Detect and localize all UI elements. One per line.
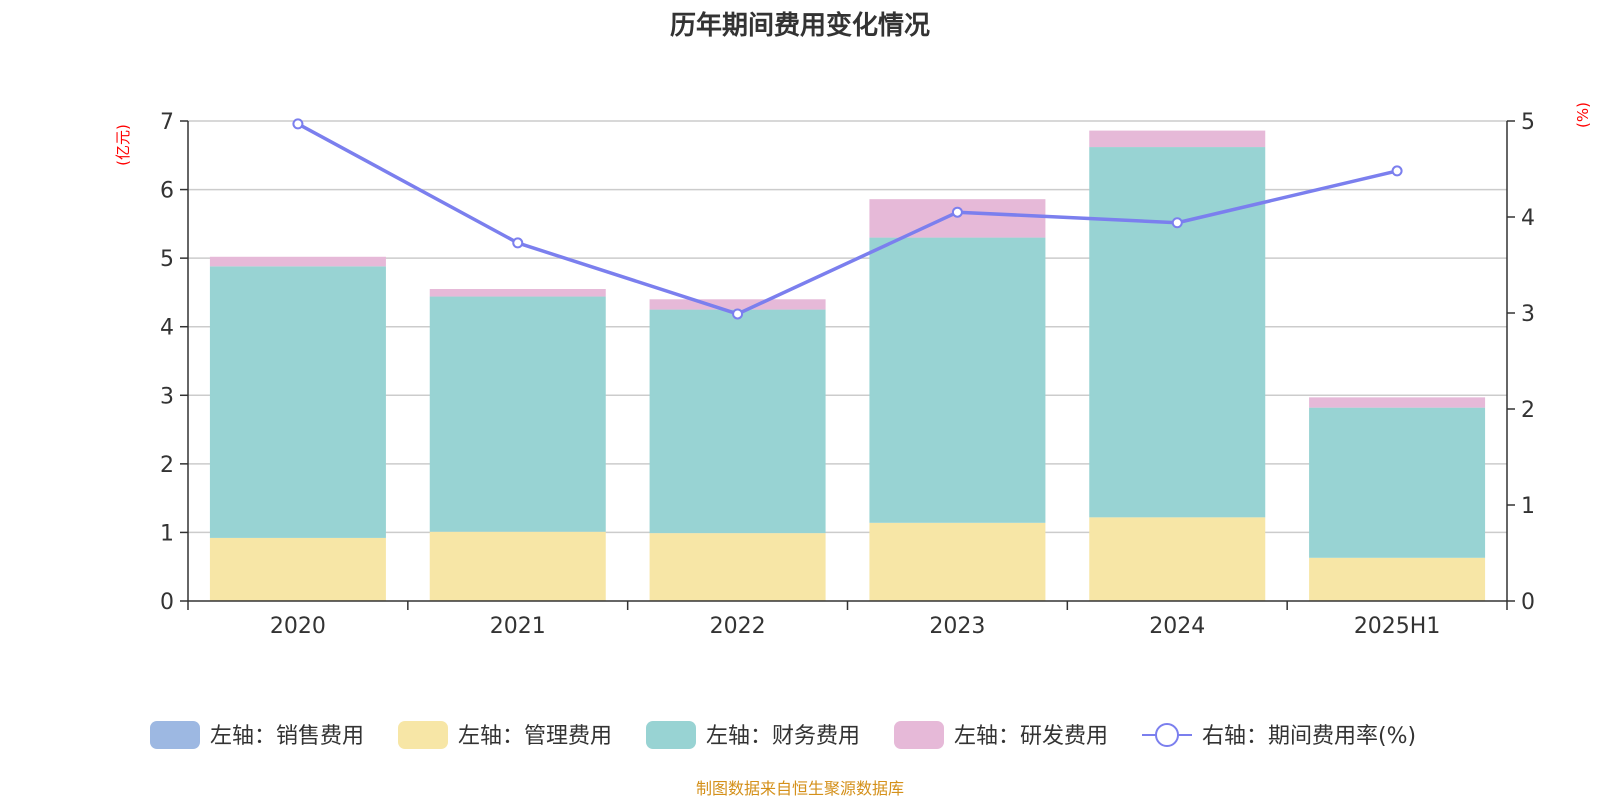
bar-segment [869,237,1046,523]
bar-segment [429,531,606,601]
rate-point [1391,165,1403,177]
bar-segment [1309,407,1486,558]
legend-label: 左轴：销售费用 [210,724,364,749]
chart-title: 历年期间费用变化情况 [670,10,930,41]
right-axis-tick-label: 4 [1521,206,1535,231]
legend-swatch [398,721,448,749]
rate-point [1171,217,1183,229]
x-axis-tick-label: 2020 [270,614,326,639]
right-axis-unit: (%) [1574,102,1592,128]
left-axis-tick-label: 1 [160,521,174,546]
right-axis-tick-label: 2 [1521,398,1535,423]
left-axis-tick-label: 5 [160,247,174,272]
left-axis-tick-label: 6 [160,179,174,204]
legend-swatch [646,721,696,749]
line-layer [292,118,1403,320]
rate-point [512,237,524,249]
legend-label: 左轴：研发费用 [954,724,1108,749]
right-axis-tick-label: 1 [1521,494,1535,519]
x-axis-tick-label: 2024 [1149,614,1205,639]
x-axis-tick-label: 2025H1 [1354,614,1441,639]
legend-marker [1155,723,1179,747]
bar-segment [209,266,386,538]
right-axis-tick-label: 3 [1521,302,1535,327]
source-note: 制图数据来自恒生聚源数据库 [696,779,904,798]
bar-segment [1309,397,1486,408]
x-axis-tick-label: 2022 [710,614,766,639]
left-axis-unit: (亿元) [114,124,132,166]
left-axis-tick-label: 7 [160,110,174,135]
x-axis-tick-label: 2021 [490,614,546,639]
bar-segment [1089,517,1266,601]
legend-label: 左轴：管理费用 [458,724,612,749]
rate-point [951,206,963,218]
legend[interactable]: 左轴：销售费用 左轴：管理费用 左轴：财务费用 左轴：研发费用 右轴：期间费用率(%) [150,721,1416,749]
rate-point [732,308,744,320]
bar-segment [649,533,826,601]
left-axis-tick-label: 3 [160,384,174,409]
bar-segment [209,256,386,267]
grid-lines [188,120,1507,534]
bar-segment [429,296,606,532]
rate-point [292,118,304,130]
bar-layer [209,130,1486,601]
bar-segment [649,309,826,534]
bar-segment [649,299,826,310]
right-axis-tick-label: 0 [1521,590,1535,615]
bar-segment [1309,557,1486,601]
right-axis-tick-label: 5 [1521,110,1535,135]
rate-line [297,122,1398,316]
legend-swatch [894,721,944,749]
axis-layer: 0 1 2 3 4 5 6 7 0 1 2 3 4 5 2020 2021 2022 2023 2024 2025H1 [160,110,1535,639]
left-axis-tick-label: 4 [160,316,174,341]
left-axis-tick-label: 0 [160,590,174,615]
bar-segment [869,522,1046,601]
bar-segment [429,289,606,297]
legend-swatch [150,721,200,749]
legend-label: 右轴：期间费用率(%) [1202,724,1416,749]
x-axis-tick-label: 2023 [929,614,985,639]
bar-segment [1089,147,1266,518]
bar-segment [869,199,1046,238]
bar-segment [1089,130,1266,148]
left-axis-tick-label: 2 [160,453,174,478]
bar-segment [209,537,386,601]
legend-label: 左轴：财务费用 [706,724,860,749]
